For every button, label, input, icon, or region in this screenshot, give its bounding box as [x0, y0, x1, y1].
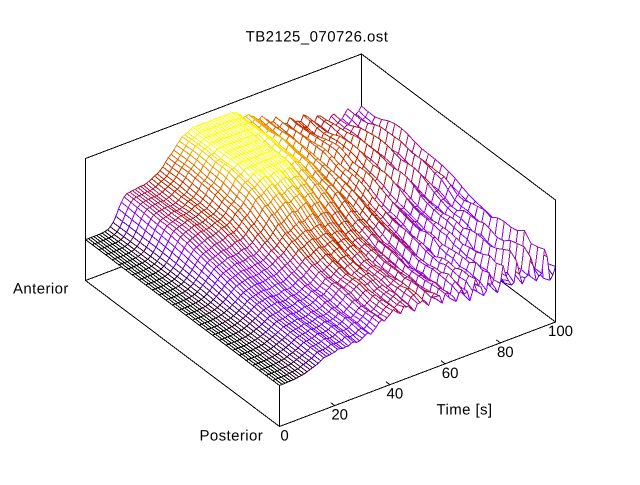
svg-text:40: 40 [387, 386, 404, 403]
svg-text:TB2125_070726.ost: TB2125_070726.ost [246, 29, 389, 46]
svg-text:Time [s]: Time [s] [437, 402, 493, 419]
svg-text:0: 0 [280, 428, 288, 445]
svg-text:60: 60 [442, 365, 459, 382]
svg-text:100: 100 [548, 323, 573, 340]
svg-text:80: 80 [497, 344, 514, 361]
svg-text:Posterior: Posterior [200, 428, 264, 445]
svg-text:20: 20 [331, 407, 348, 424]
svg-text:Anterior: Anterior [13, 281, 69, 298]
